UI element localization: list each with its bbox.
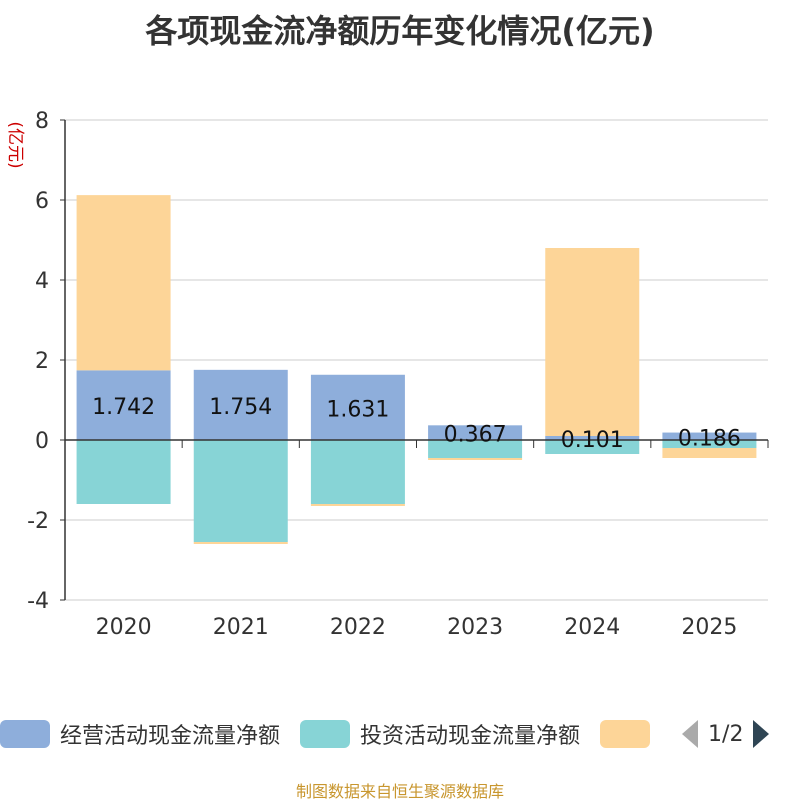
data-label: 1.754 [209, 395, 272, 420]
legend-item-investing[interactable]: 投资活动现金流量净额 [300, 718, 580, 750]
data-label: 0.101 [561, 428, 624, 453]
legend-page-indicator: 1/2 [708, 721, 744, 747]
legend-label-operating: 经营活动现金流量净额 [60, 724, 281, 749]
bar-s0-2024 [545, 436, 640, 440]
bar-s2-2023 [428, 458, 523, 460]
bar-s2-2025 [662, 448, 757, 458]
bar-s1-2025 [662, 440, 757, 448]
bar-s1-2022 [310, 440, 405, 504]
y-tick-label: 6 [35, 189, 49, 214]
legend-swatch-financing [600, 720, 651, 748]
data-label: 1.742 [92, 395, 155, 420]
y-tick-label: 2 [35, 349, 49, 374]
bar-s0-2020 [76, 370, 171, 440]
y-tick-label: -2 [27, 509, 49, 534]
source-note: 制图数据来自恒生聚源数据库 [295, 782, 504, 801]
bar-s1-2023 [428, 440, 523, 458]
legend-label-investing: 投资活动现金流量净额 [360, 724, 581, 749]
bar-s0-2025 [662, 432, 757, 440]
chart-title: 各项现金流净额历年变化情况(亿元) [145, 12, 655, 50]
x-tick-label: 2020 [96, 615, 152, 640]
legend-swatch-operating [0, 720, 50, 748]
bar-s1-2020 [76, 440, 171, 504]
x-tick-label: 2023 [447, 615, 503, 640]
x-tick-label: 2025 [681, 615, 737, 640]
legend-item-operating[interactable]: 经营活动现金流量净额 [0, 718, 280, 750]
legend-next-icon[interactable] [753, 720, 770, 748]
legend-swatch-investing [300, 720, 351, 748]
y-axis-label: (亿元) [5, 121, 25, 168]
bar-s0-2023 [428, 425, 523, 440]
chart-area: -4 -2 0 2 4 6 8 (亿元) 2020 2021 2022 2023 2024 2025 1.7… [5, 109, 769, 640]
bar-s2-2022 [310, 504, 405, 506]
legend: 经营活动现金流量净额 投资活动现金流量净额 1/2 [0, 716, 800, 752]
bar-s0-2022 [310, 374, 405, 440]
bar-s0-2021 [193, 369, 288, 440]
bar-s1-2024 [545, 440, 640, 454]
bar-s2-2024 [545, 248, 640, 436]
bar-s1-2021 [193, 440, 288, 542]
bar-s2-2020 [76, 195, 171, 371]
x-tick-label: 2024 [564, 615, 620, 640]
x-tick-label: 2021 [213, 615, 269, 640]
y-tick-label: -4 [27, 589, 49, 614]
y-tick-label: 0 [35, 429, 49, 454]
x-tick-label: 2022 [330, 615, 386, 640]
bar-s2-2021 [193, 542, 288, 544]
y-tick-label: 8 [35, 109, 49, 134]
data-label: 1.631 [326, 397, 389, 422]
legend-prev-icon[interactable] [682, 720, 699, 748]
legend-item-financing[interactable] [600, 720, 660, 748]
data-label: 0.186 [678, 426, 741, 451]
data-label: 0.367 [444, 423, 507, 448]
legend-pager: 1/2 [682, 720, 770, 748]
y-tick-label: 4 [35, 269, 49, 294]
